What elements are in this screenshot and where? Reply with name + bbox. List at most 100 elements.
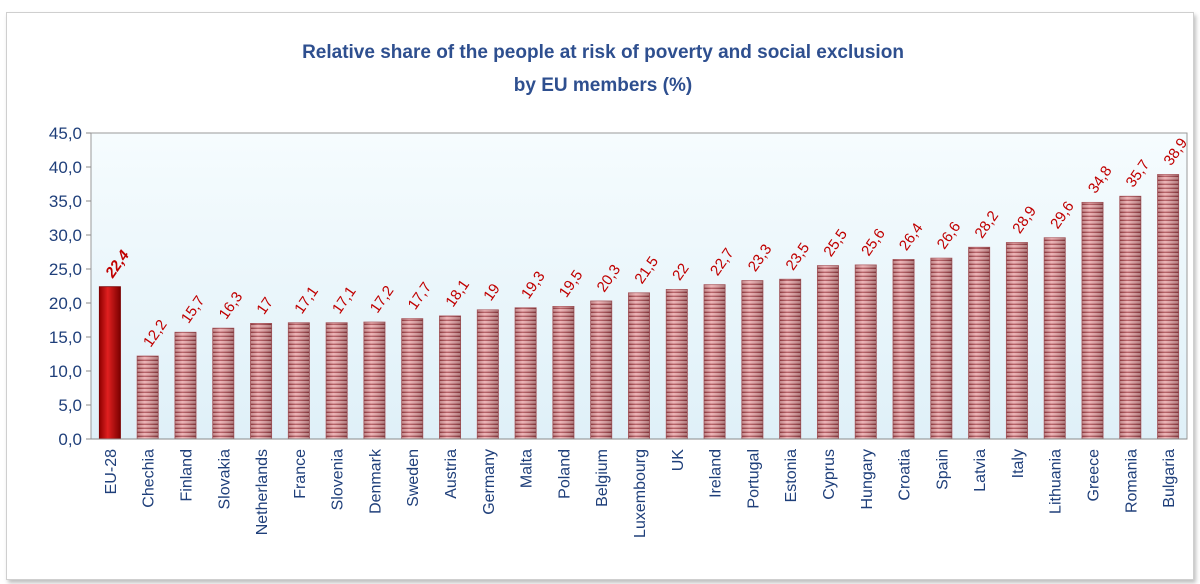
x-tick-label: Italy	[1010, 449, 1027, 478]
y-tick-label: 15,0	[49, 328, 82, 347]
x-tick-label: Netherlands	[254, 449, 271, 535]
y-tick-label: 5,0	[58, 396, 82, 415]
bar-shading	[515, 307, 537, 439]
chart-frame: Relative share of the people at risk of …	[6, 12, 1194, 580]
x-tick-label: Hungary	[859, 449, 876, 509]
x-tick-label: Ireland	[708, 449, 725, 498]
bar-bulgaria	[1157, 174, 1180, 440]
bar-shading	[1006, 242, 1028, 439]
x-tick-label: Slovenia	[330, 449, 347, 510]
bar-shading	[930, 258, 952, 439]
data-label: 19	[480, 281, 503, 304]
x-tick-label: Slovakia	[216, 449, 233, 510]
x-tick-label: Sweden	[405, 449, 422, 507]
x-tick-label: France	[292, 449, 309, 499]
bar-chechia	[136, 355, 159, 440]
bar-sweden	[401, 318, 424, 440]
bar-shading	[401, 318, 423, 439]
x-tick-label: Austria	[443, 449, 460, 499]
bar-shading	[1081, 202, 1104, 439]
x-tick-label: Chechia	[141, 449, 158, 508]
bar-shading	[1157, 174, 1179, 440]
bar-croatia	[892, 259, 915, 440]
x-tick-label: Germany	[481, 449, 498, 515]
x-tick-label: Greece	[1086, 449, 1103, 502]
bar-shading	[363, 322, 386, 439]
bar-estonia	[779, 278, 802, 440]
bar-shading	[590, 300, 612, 439]
x-tick-label: Portugal	[745, 449, 762, 509]
bar-shading	[892, 259, 915, 439]
x-tick-label: Poland	[556, 449, 573, 499]
bar-shading	[439, 315, 461, 439]
bar-shading	[1044, 237, 1066, 439]
bar-shading	[326, 322, 348, 439]
bar-shading	[137, 356, 159, 439]
y-tick-label: 40,0	[49, 158, 82, 177]
bar-shading	[477, 309, 499, 439]
x-tick-label: Estonia	[783, 449, 800, 502]
bar-shading	[174, 332, 197, 439]
bar-shading	[968, 247, 990, 439]
bar-germany	[476, 309, 499, 440]
bar-shading	[704, 284, 726, 439]
bars	[98, 174, 1180, 440]
bar-slovenia	[325, 322, 348, 440]
bar-italy	[1005, 242, 1028, 440]
bar-hungary	[854, 264, 877, 440]
data-label: 17	[253, 294, 276, 317]
x-tick-label: UK	[670, 449, 687, 472]
bar-slovakia	[212, 327, 235, 440]
x-axis: EU-28 Chechia Finland Slovakia Netherlands Fr…	[91, 438, 1187, 538]
y-tick-label: 20,0	[49, 294, 82, 313]
bar-shading	[628, 292, 650, 439]
bar-shading	[817, 265, 839, 439]
bar-ireland	[703, 284, 726, 440]
bar-portugal	[741, 280, 764, 440]
bar-denmark	[363, 321, 386, 440]
bar-romania	[1119, 195, 1142, 440]
x-tick-label: Denmark	[367, 448, 384, 514]
bar-shading	[779, 279, 801, 439]
chart-title-line-2: by EU members (%)	[514, 75, 692, 96]
y-tick-label: 25,0	[49, 260, 82, 279]
y-axis: 0,0 5,0 10,0 15,0 20,0 25,0 30,0 35,0 40,0 45,0	[49, 124, 91, 449]
bar-luxembourg	[628, 292, 650, 440]
y-tick-label: 10,0	[49, 362, 82, 381]
bar-malta	[514, 307, 537, 440]
bar-eu-28	[98, 286, 121, 440]
x-tick-label: Bulgaria	[1161, 449, 1178, 508]
bar-cyprus	[816, 265, 839, 440]
x-tick-label: Cyprus	[821, 449, 838, 500]
x-tick-label: Belgium	[594, 449, 611, 507]
bar-uk	[665, 288, 688, 440]
bar-shading	[666, 289, 688, 439]
bar-shading	[288, 322, 310, 439]
bar-poland	[552, 305, 575, 440]
bar-france	[287, 322, 310, 440]
y-tick-label: 0,0	[58, 430, 82, 449]
x-tick-label: Finland	[178, 449, 195, 501]
bar-shading	[1119, 196, 1141, 439]
x-tick-label: Latvia	[972, 449, 989, 492]
x-tick-label: Luxembourg	[632, 449, 649, 538]
bar-belgium	[590, 300, 613, 440]
bar-spain	[930, 257, 953, 440]
bar-shading	[552, 306, 574, 439]
x-tick-label: EU-28	[103, 449, 120, 494]
bar-austria	[439, 315, 462, 440]
bar-chart: Relative share of the people at risk of …	[49, 42, 1191, 538]
y-tick-label: 30,0	[49, 226, 82, 245]
x-tick-label: Lithuania	[1048, 449, 1065, 514]
y-tick-label: 35,0	[49, 192, 82, 211]
bar-shading	[855, 264, 877, 439]
x-tick-label: Croatia	[897, 449, 914, 501]
data-label: 22	[669, 260, 692, 283]
x-tick-label: Spain	[934, 449, 951, 490]
chart-title-line-1: Relative share of the people at risk of …	[302, 42, 904, 63]
bar-fill	[98, 286, 121, 440]
y-tick-label: 45,0	[49, 124, 82, 143]
x-tick-label: Malta	[519, 449, 536, 488]
bar-netherlands	[250, 322, 273, 440]
bar-greece	[1081, 201, 1104, 440]
